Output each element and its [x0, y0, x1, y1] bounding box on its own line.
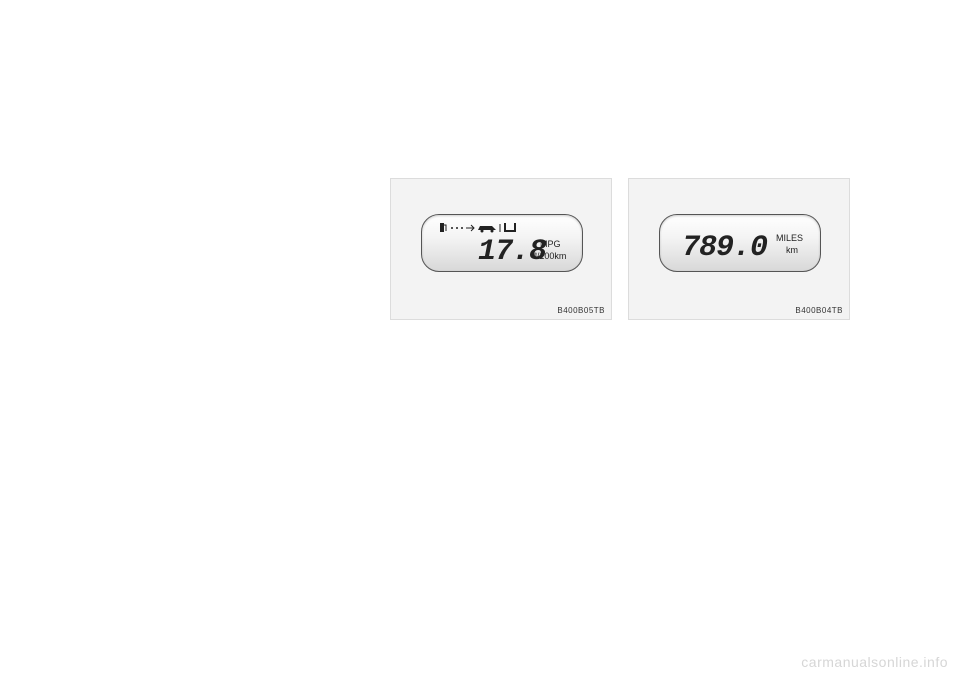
fuel-unit-mpg: MPG — [540, 239, 561, 249]
watermark-text: carmanualsonline.info — [801, 654, 948, 670]
right-panel-code: B400B04TB — [795, 306, 843, 315]
fuel-unit-l100km: ℓ/100km — [534, 251, 566, 261]
distance-panel: 789.0 MILES km B400B04TB — [628, 178, 850, 320]
fuel-consumption-screen: 17.8 MPG ℓ/100km — [421, 214, 583, 272]
distance-screen: 789.0 MILES km — [659, 214, 821, 272]
distance-value: 789.0 — [682, 231, 767, 265]
left-panel-code: B400B05TB — [557, 306, 605, 315]
distance-unit-miles: MILES — [776, 233, 803, 243]
fuel-consumption-icons — [440, 221, 530, 233]
fuel-consumption-panel: 17.8 MPG ℓ/100km B400B05TB — [390, 178, 612, 320]
distance-unit-km: km — [786, 245, 798, 255]
